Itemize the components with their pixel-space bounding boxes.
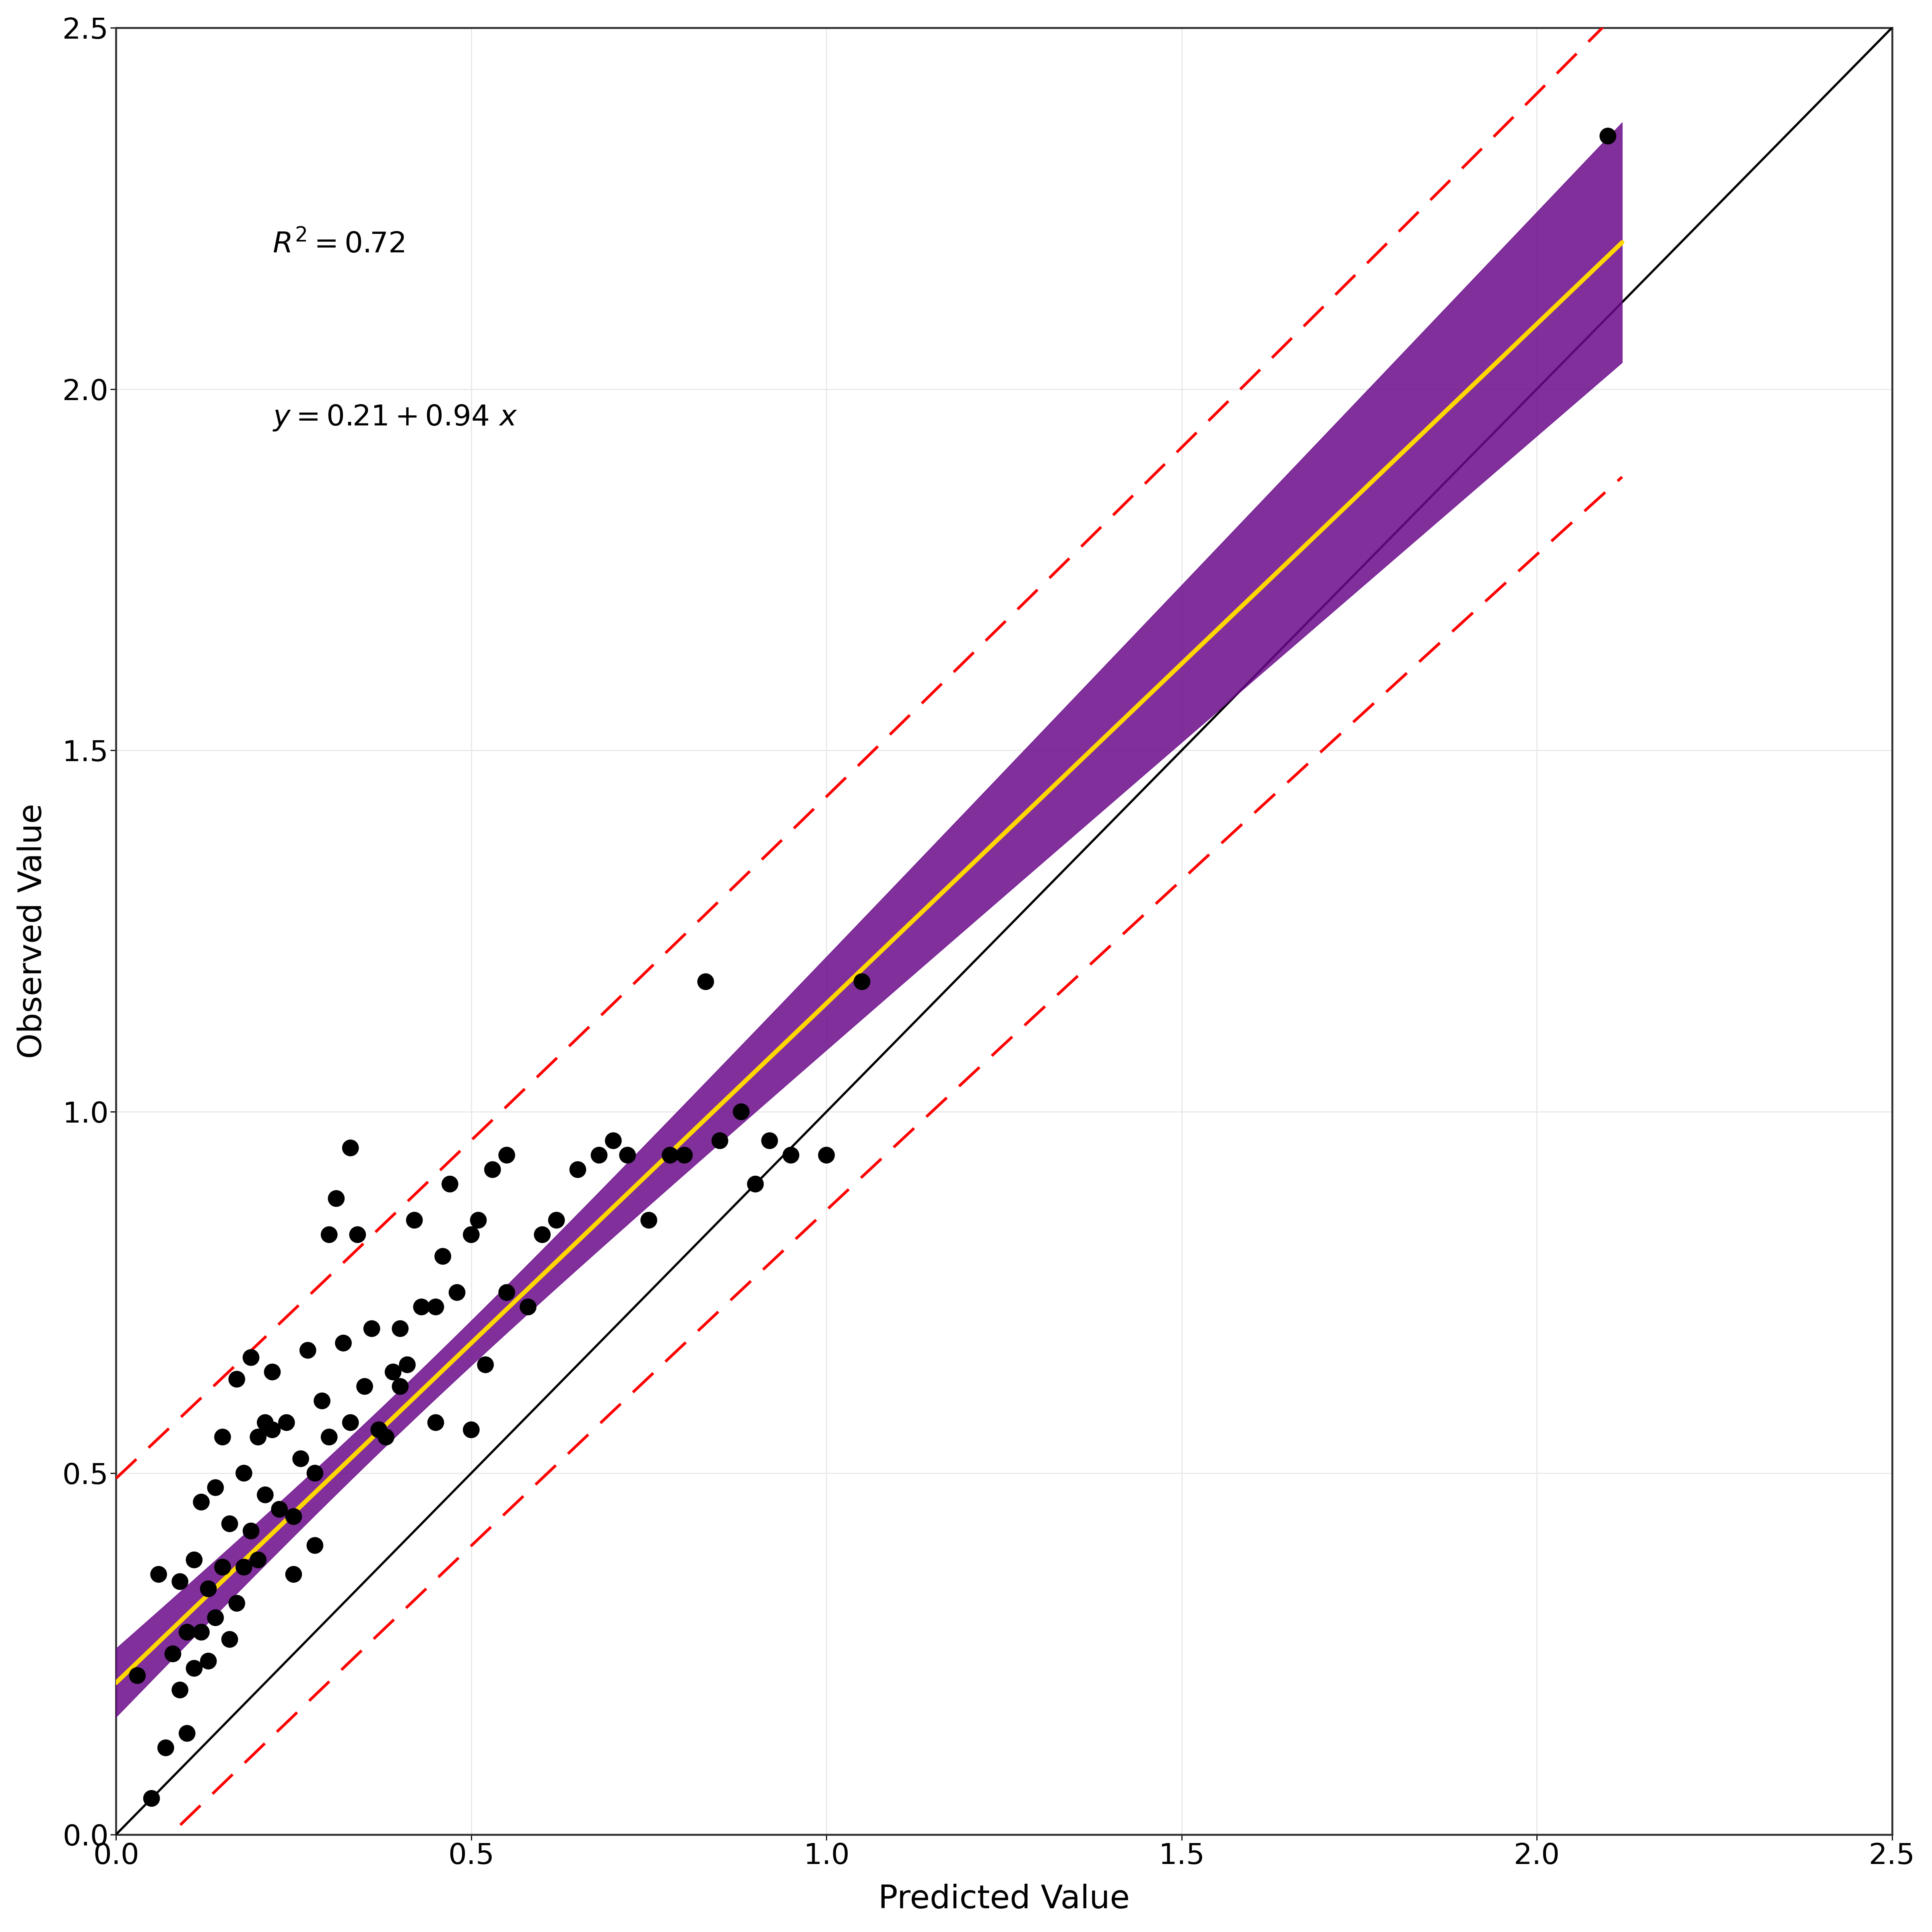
Point xyxy=(1592,120,1623,151)
Point xyxy=(236,1343,267,1374)
Point xyxy=(207,1422,238,1453)
Point xyxy=(334,1132,365,1163)
Point xyxy=(193,1573,224,1604)
Point xyxy=(811,1140,842,1171)
Point xyxy=(541,1206,572,1236)
Point xyxy=(201,1602,232,1633)
Text: $\mathit{R}^2 = 0.72$: $\mathit{R}^2 = 0.72$ xyxy=(272,230,404,259)
Point xyxy=(222,1588,253,1619)
Point xyxy=(122,1660,153,1690)
Point xyxy=(406,1291,437,1321)
Point xyxy=(193,1646,224,1677)
Point xyxy=(392,1349,423,1379)
Point xyxy=(726,1095,757,1126)
Point xyxy=(214,1625,245,1656)
Point xyxy=(143,1559,174,1590)
Point xyxy=(583,1140,614,1171)
Point xyxy=(384,1372,415,1403)
Point xyxy=(313,1219,344,1250)
Point xyxy=(775,1140,806,1171)
Point xyxy=(278,1501,309,1532)
Point xyxy=(655,1140,686,1171)
Point xyxy=(228,1551,259,1582)
Point xyxy=(342,1219,373,1250)
Point xyxy=(477,1153,508,1184)
Point xyxy=(491,1277,522,1308)
Point xyxy=(207,1551,238,1582)
Point xyxy=(469,1349,500,1379)
Point xyxy=(512,1291,543,1321)
Point xyxy=(278,1559,309,1590)
Point xyxy=(172,1617,203,1648)
Point xyxy=(156,1638,187,1669)
Point xyxy=(180,1544,211,1575)
Point xyxy=(435,1169,466,1200)
Point xyxy=(313,1422,344,1453)
Point xyxy=(222,1364,253,1395)
Point xyxy=(236,1515,267,1546)
Point xyxy=(456,1219,487,1250)
Point xyxy=(307,1385,338,1416)
Point xyxy=(286,1443,317,1474)
Point xyxy=(355,1314,386,1345)
Point xyxy=(464,1206,495,1236)
Point xyxy=(228,1459,259,1490)
Point xyxy=(249,1480,280,1511)
Point xyxy=(172,1718,203,1748)
Point xyxy=(456,1414,487,1445)
Point xyxy=(634,1206,665,1236)
Point xyxy=(265,1493,296,1524)
Point xyxy=(363,1414,394,1445)
Point xyxy=(421,1406,452,1437)
Point xyxy=(371,1422,402,1453)
Point xyxy=(690,966,721,997)
Point xyxy=(180,1654,211,1685)
Point xyxy=(740,1169,771,1200)
Point xyxy=(214,1509,245,1540)
Point xyxy=(164,1675,195,1706)
Point xyxy=(299,1459,330,1490)
Point xyxy=(377,1356,408,1387)
Point xyxy=(292,1335,323,1366)
Point xyxy=(384,1314,415,1345)
Point xyxy=(257,1356,288,1387)
Point xyxy=(612,1140,643,1171)
Point xyxy=(398,1206,429,1236)
Point xyxy=(185,1617,216,1648)
Point xyxy=(243,1544,274,1575)
Y-axis label: Observed Value: Observed Value xyxy=(17,804,48,1059)
Point xyxy=(334,1406,365,1437)
Point xyxy=(668,1140,699,1171)
Point xyxy=(846,966,877,997)
Point xyxy=(597,1124,628,1155)
Point xyxy=(201,1472,232,1503)
Point xyxy=(427,1240,458,1271)
Point xyxy=(421,1291,452,1321)
Point xyxy=(249,1406,280,1437)
Point xyxy=(350,1372,381,1403)
Point xyxy=(185,1486,216,1517)
Text: $\mathit{y} = 0.21 + 0.94\ \mathit{x}$: $\mathit{y} = 0.21 + 0.94\ \mathit{x}$ xyxy=(272,404,518,433)
Point xyxy=(562,1153,593,1184)
Point xyxy=(299,1530,330,1561)
Point xyxy=(442,1277,473,1308)
Point xyxy=(491,1140,522,1171)
Point xyxy=(753,1124,784,1155)
Point xyxy=(270,1406,301,1437)
Point xyxy=(164,1567,195,1598)
Point xyxy=(257,1414,288,1445)
Point xyxy=(705,1124,736,1155)
Point xyxy=(321,1182,352,1213)
Point xyxy=(243,1422,274,1453)
X-axis label: Predicted Value: Predicted Value xyxy=(879,1884,1130,1915)
Point xyxy=(151,1733,182,1764)
Point xyxy=(328,1327,359,1358)
Point xyxy=(135,1783,166,1814)
Point xyxy=(527,1219,558,1250)
